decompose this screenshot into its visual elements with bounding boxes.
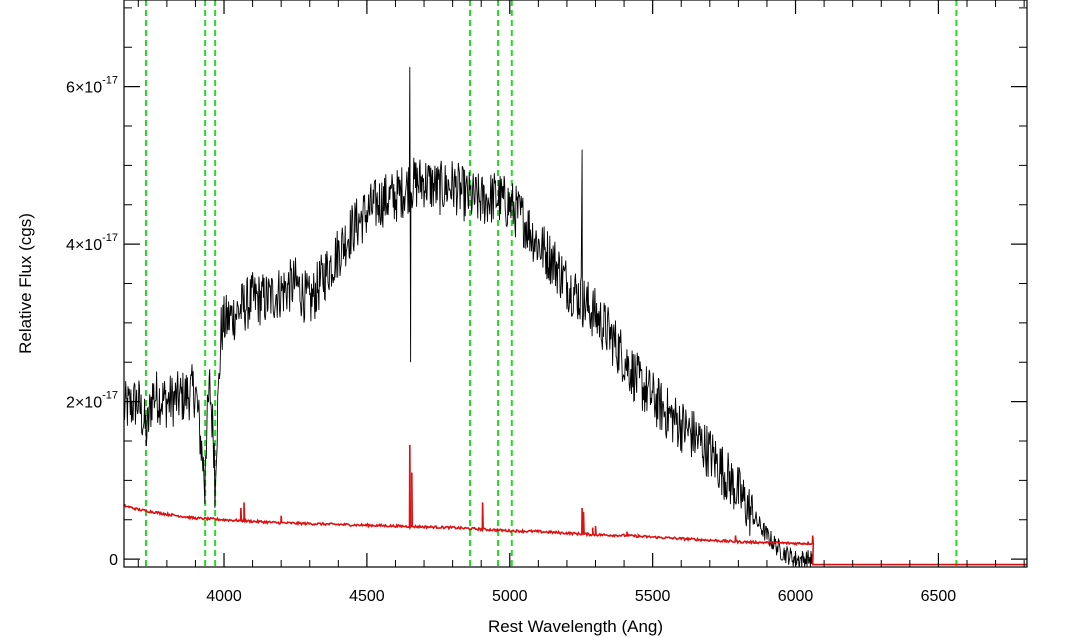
- x-axis-label: Rest Wavelength (Ang): [488, 617, 663, 636]
- y-tick-label: 0: [109, 552, 118, 569]
- x-tick-label: 6500: [921, 588, 957, 605]
- series-model-spectrum: [124, 444, 1027, 566]
- vertical-reference-lines: [145, 0, 958, 567]
- series-observed-spectrum: [123, 66, 814, 569]
- y-axis-label: Relative Flux (cgs): [16, 213, 35, 354]
- x-tick-label: 4500: [349, 588, 385, 605]
- series-group: [123, 66, 1027, 569]
- y-axis-ticks: 0 2×10-17 4×10-17 6×10-17: [66, 7, 1027, 569]
- x-tick-label: 5000: [492, 588, 528, 605]
- y-tick-label: 6×10-17: [66, 75, 118, 97]
- x-tick-label: 6000: [778, 588, 814, 605]
- x-tick-label: 5500: [635, 588, 671, 605]
- y-tick-label: 2×10-17: [66, 390, 118, 412]
- x-axis-ticks: 4000 4500 5000 5500 6000 6500: [137, 0, 1025, 605]
- x-tick-label: 4000: [206, 588, 242, 605]
- y-tick-label: 4×10-17: [66, 232, 118, 254]
